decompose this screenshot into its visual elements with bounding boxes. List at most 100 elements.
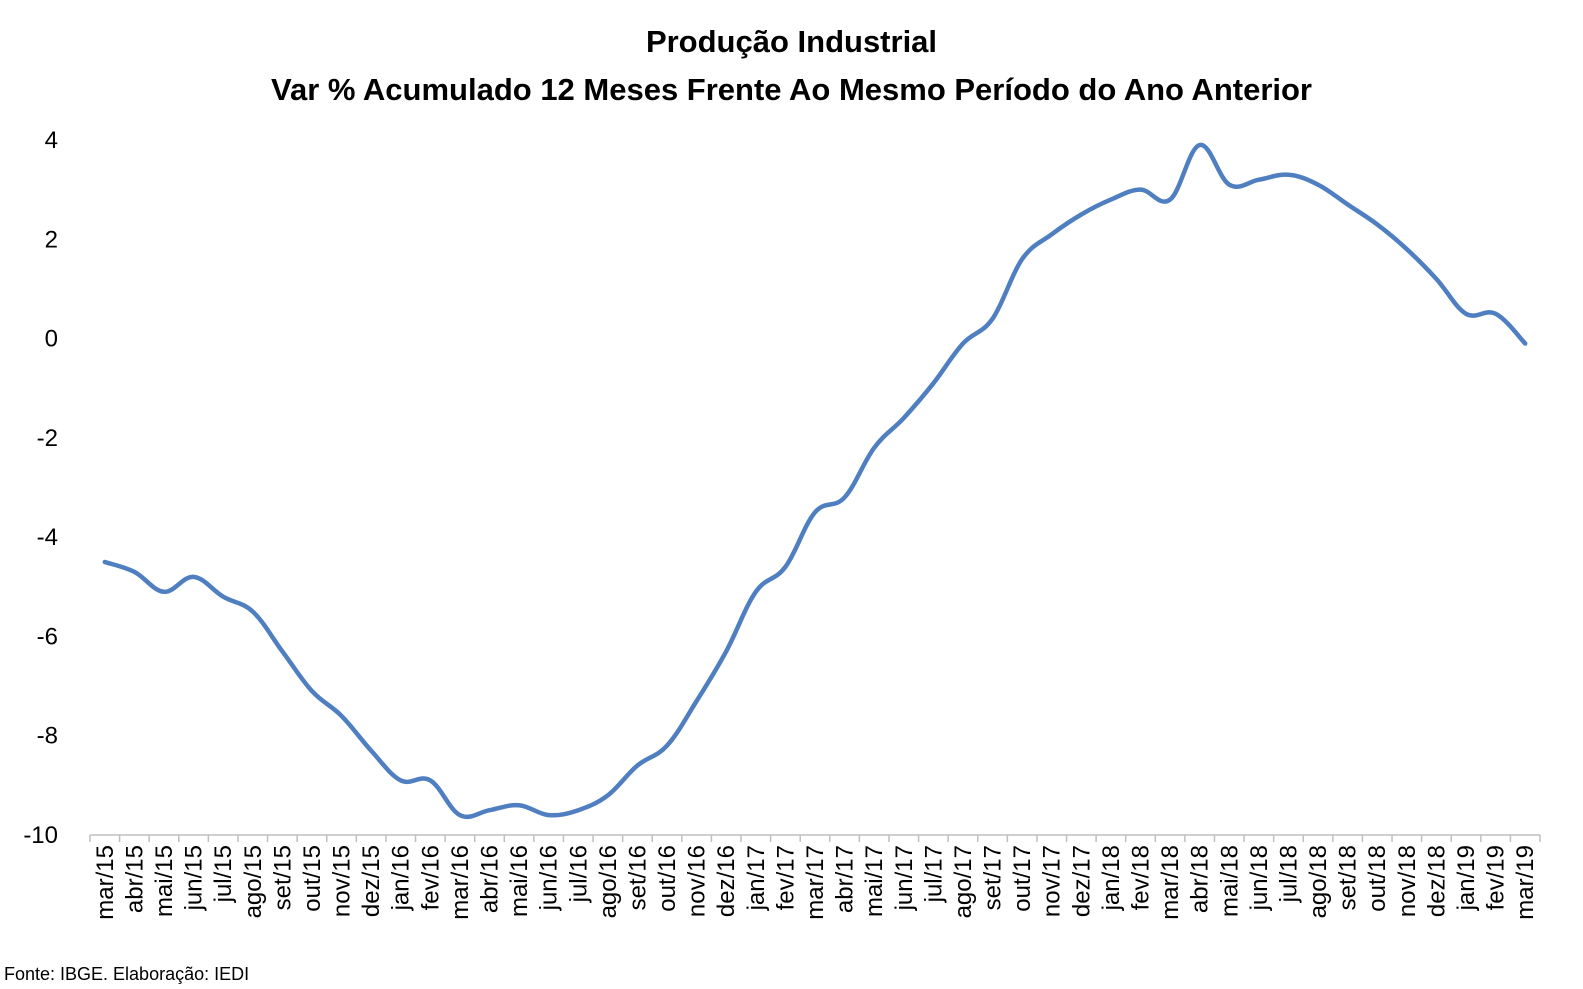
data-point	[635, 764, 639, 768]
data-point	[576, 808, 580, 812]
data-point	[1287, 173, 1291, 177]
x-tick-label: jun/17	[891, 845, 918, 911]
x-tick-label: abr/16	[476, 845, 503, 913]
data-point	[1139, 188, 1143, 192]
x-tick-label: ago/18	[1305, 845, 1332, 918]
data-point	[1464, 312, 1468, 316]
data-point	[724, 649, 728, 653]
data-point	[251, 610, 255, 614]
x-tick-label: jul/15	[210, 845, 237, 903]
y-tick-label: 4	[45, 127, 58, 154]
data-point	[1168, 198, 1172, 202]
chart-subtitle: Var % Acumulado 12 Meses Frente Ao Mesmo…	[271, 72, 1312, 107]
data-point	[399, 778, 403, 782]
data-point	[1020, 257, 1024, 261]
x-tick-label: jan/16	[388, 845, 415, 911]
x-tick-label: ago/16	[595, 845, 622, 918]
x-tick-label: set/15	[269, 845, 296, 910]
x-tick-label: out/17	[1009, 845, 1036, 912]
data-point	[310, 689, 314, 693]
data-point	[1523, 342, 1527, 346]
x-tick-label: jun/15	[181, 845, 208, 911]
data-point	[547, 813, 551, 817]
data-point	[517, 803, 521, 807]
x-tick-label: out/15	[299, 845, 326, 912]
y-tick-label: 0	[45, 326, 58, 353]
series-layer	[102, 142, 1528, 820]
x-tick-label: mar/18	[1157, 845, 1184, 920]
data-point	[280, 649, 284, 653]
x-tick-label: mai/17	[861, 845, 888, 917]
y-tick-label: -8	[37, 723, 58, 750]
x-tick-label: mar/16	[447, 845, 474, 920]
data-point	[1227, 183, 1231, 187]
series-line	[102, 142, 1528, 820]
line-chart: 420-2-4-6-8-10 mar/15 abr/15 mai/15 jun/15 j…	[23, 127, 1541, 920]
x-tick-label: jul/16	[565, 845, 592, 903]
chart-title: Produção Industrial Var % Acumulado 12 M…	[0, 18, 1583, 114]
data-point	[1079, 213, 1083, 217]
data-point	[103, 560, 107, 564]
data-point	[606, 793, 610, 797]
data-point	[843, 495, 847, 499]
source-note: Fonte: IBGE. Elaboração: IEDI	[4, 964, 250, 984]
y-tick-label: -2	[37, 425, 58, 452]
data-point	[991, 317, 995, 321]
x-tick-label: jun/16	[536, 845, 563, 911]
x-tick-label: set/17	[980, 845, 1007, 910]
data-point	[488, 808, 492, 812]
data-point	[1346, 203, 1350, 207]
x-tick-label: jun/18	[1246, 845, 1273, 911]
data-point	[931, 381, 935, 385]
x-tick-label: abr/17	[832, 845, 859, 913]
data-point	[783, 565, 787, 569]
x-tick-label: dez/18	[1423, 845, 1450, 917]
x-tick-label: mar/15	[92, 845, 119, 920]
x-tick-label: abr/15	[121, 845, 148, 913]
x-tick-label: dez/17	[1068, 845, 1095, 917]
data-point	[695, 699, 699, 703]
x-tick-label: jan/19	[1453, 845, 1480, 911]
data-point	[428, 778, 432, 782]
x-tick-label: out/18	[1364, 845, 1391, 912]
data-point	[162, 590, 166, 594]
y-tick-label: -6	[37, 623, 58, 650]
data-point	[961, 342, 965, 346]
x-tick-label: abr/18	[1187, 845, 1214, 913]
x-tick-label: fev/17	[772, 845, 799, 910]
x-tick-label: fev/19	[1483, 845, 1510, 910]
data-point	[192, 575, 196, 579]
data-point	[1050, 232, 1054, 236]
x-tick-label: jan/17	[743, 845, 770, 911]
x-axis	[89, 834, 1541, 842]
x-tick-label: nov/17	[1039, 845, 1066, 917]
data-point	[132, 570, 136, 574]
data-point	[754, 590, 758, 594]
data-point	[872, 446, 876, 450]
data-point	[1109, 198, 1113, 202]
x-tick-label: jul/18	[1275, 845, 1302, 903]
data-point	[1494, 312, 1498, 316]
x-tick-label: jan/18	[1098, 845, 1125, 911]
data-point	[369, 749, 373, 753]
data-point	[902, 416, 906, 420]
x-tick-label: dez/16	[713, 845, 740, 917]
y-tick-label: 2	[45, 226, 58, 253]
data-point	[1405, 247, 1409, 251]
x-tick-label: set/18	[1335, 845, 1362, 910]
y-axis-ticks: 4 2 0 -2 -4 -6 -8 -10	[23, 127, 58, 849]
x-tick-label: nov/18	[1394, 845, 1421, 917]
x-tick-label: ago/17	[950, 845, 977, 918]
data-point	[458, 813, 462, 817]
x-tick-label: mai/15	[151, 845, 178, 917]
data-point	[813, 510, 817, 514]
y-tick-label: -4	[37, 524, 58, 551]
data-point	[1316, 183, 1320, 187]
data-point	[340, 714, 344, 718]
x-tick-label: nov/15	[329, 845, 356, 917]
x-tick-label: ago/15	[240, 845, 267, 918]
data-point	[1375, 222, 1379, 226]
x-tick-label: jul/17	[920, 845, 947, 903]
chart-title-line: Produção Industrial	[645, 24, 938, 59]
data-point	[665, 744, 669, 748]
